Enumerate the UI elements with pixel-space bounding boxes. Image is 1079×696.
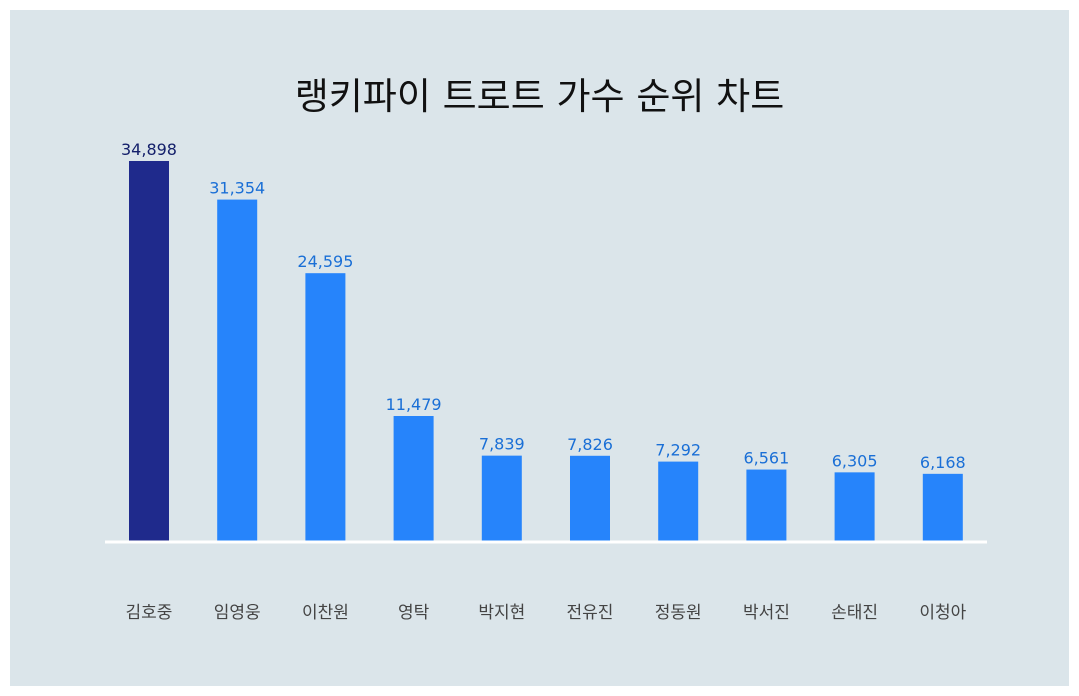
bar-8 [746,469,787,541]
bar-4 [393,416,434,541]
value-label-1: 34,898 [121,140,177,159]
value-label-2: 31,354 [209,179,265,198]
category-label-6: 전유진 [567,603,614,623]
value-label-5: 7,839 [479,435,525,454]
value-label-10: 6,168 [920,453,966,472]
value-label-7: 7,292 [655,441,701,460]
category-label-5: 박지현 [478,603,525,623]
bar-6 [570,455,610,541]
value-label-3: 24,595 [297,252,353,271]
value-label-6: 7,826 [567,435,613,454]
category-label-7: 정동원 [655,603,702,623]
category-label-4: 영탁 [398,603,430,623]
category-label-1: 김호중 [126,603,173,623]
chart-title: 랭키파이 트로트 가수 순위 차트 [294,75,785,118]
bar-3 [305,273,346,541]
value-label-9: 6,305 [832,451,878,470]
category-label-3: 이찬원 [302,603,349,623]
category-label-9: 손태진 [831,603,878,623]
bar-7 [658,461,699,541]
value-label-4: 11,479 [386,395,442,414]
bar-1 [129,161,169,541]
chart-background [10,10,1069,686]
bar-9 [834,472,875,541]
category-label-8: 박서진 [743,603,790,623]
value-label-8: 6,561 [743,449,789,468]
bar-2 [217,199,258,541]
bar-10 [922,473,963,541]
category-label-10: 이청아 [919,603,966,623]
category-label-2: 임영웅 [214,603,261,623]
bar-5 [481,455,522,541]
